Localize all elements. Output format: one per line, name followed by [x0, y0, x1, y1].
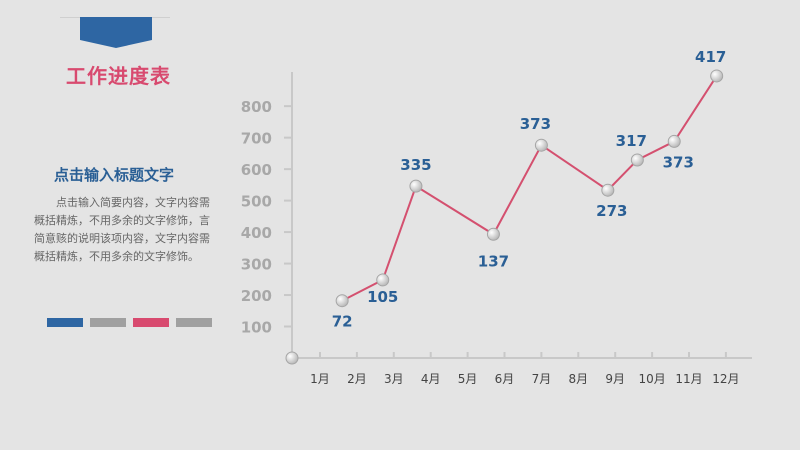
description-text: 点击输入简要内容，文字内容需概括精炼，不用多余的文字修饰，言简意赅的说明该项内容…: [34, 196, 210, 263]
x-tick-label: 11月: [675, 372, 702, 386]
x-tick-label: 12月: [712, 372, 739, 386]
data-point: [534, 138, 548, 152]
x-tick-label: 6月: [495, 372, 515, 386]
y-tick-label: 200: [241, 287, 272, 305]
y-tick-label: 800: [241, 98, 272, 116]
color-bar: [176, 318, 212, 327]
ribbon-decoration: [80, 17, 152, 48]
x-tick-label: 10月: [638, 372, 665, 386]
section-subtitle: 点击输入标题文字: [54, 166, 175, 184]
data-label: 273: [596, 202, 627, 220]
x-tick-label: 4月: [421, 372, 441, 386]
x-tick-label: 2月: [347, 372, 367, 386]
ribbon-shape: [80, 17, 152, 48]
data-point: [667, 134, 681, 148]
data-label: 317: [616, 132, 647, 150]
y-tick-label: 700: [241, 130, 272, 148]
y-tick-label: 500: [241, 193, 272, 211]
color-bar-legend: [47, 318, 212, 327]
x-tick-label: 5月: [458, 372, 478, 386]
data-label: 105: [367, 288, 398, 306]
x-tick-label: 9月: [605, 372, 625, 386]
data-label: 417: [695, 48, 726, 66]
y-tick-label: 600: [241, 161, 272, 179]
color-bar: [133, 318, 169, 327]
data-label: 72: [332, 313, 353, 331]
data-point: [409, 179, 423, 193]
page-title: 工作进度表: [66, 64, 171, 88]
data-point: [335, 294, 349, 308]
x-tick-label: 8月: [568, 372, 588, 386]
color-bar: [90, 318, 126, 327]
data-label: 373: [520, 115, 551, 133]
x-tick-label: 1月: [310, 372, 330, 386]
data-point: [630, 153, 644, 167]
y-tick-label: 400: [241, 224, 272, 242]
x-tick-label: 3月: [384, 372, 404, 386]
data-point: [601, 183, 615, 197]
series-line: [341, 75, 718, 302]
x-tick-label: 7月: [532, 372, 552, 386]
data-label: 373: [663, 153, 694, 171]
y-tick-label: 300: [241, 256, 272, 274]
data-point: [486, 227, 500, 241]
y-tick-label: 100: [241, 319, 272, 337]
origin-marker: [285, 351, 299, 365]
data-point: [710, 69, 724, 83]
data-label: 335: [400, 156, 431, 174]
data-point: [376, 273, 390, 287]
color-bar: [47, 318, 83, 327]
data-label: 137: [478, 252, 509, 270]
